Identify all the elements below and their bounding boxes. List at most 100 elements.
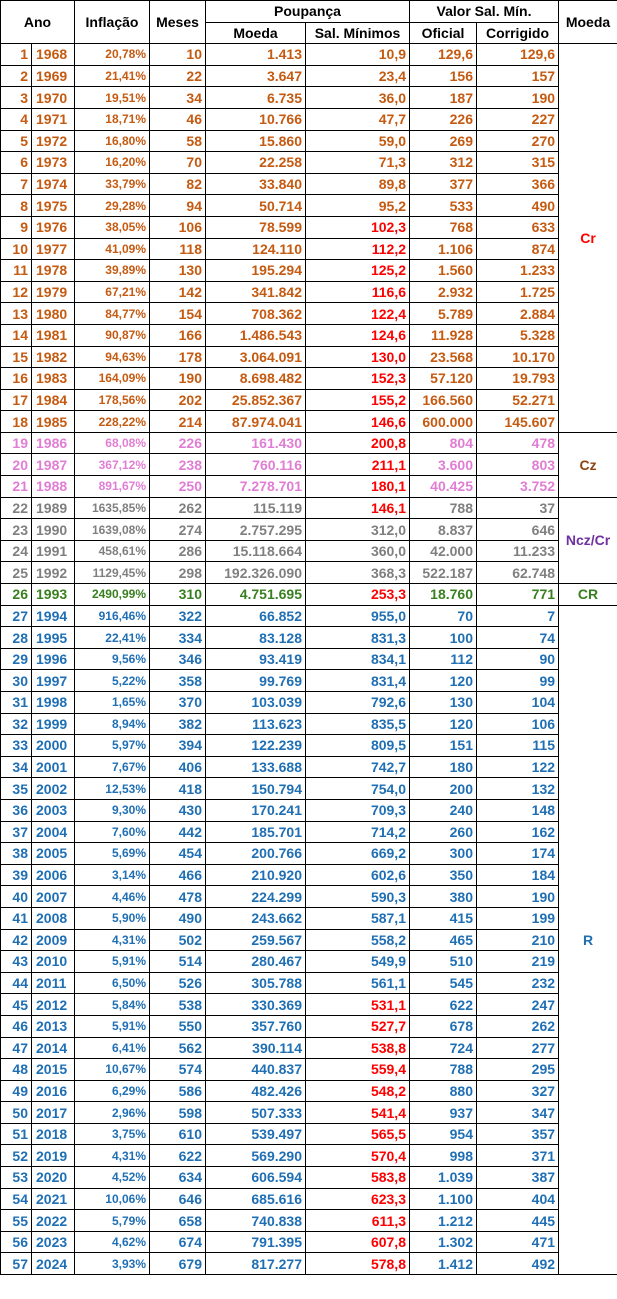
row-number: 51 [0,1122,32,1146]
corrected-wage-cell: 347 [475,1101,560,1124]
inflation-cell: 5,91% [74,950,150,973]
row-number: 42 [0,928,32,952]
savings-value-cell: 185.701 [205,820,306,844]
table-row: 57 2024 3,93% 679 817.277 578,8 1.412 492 [0,1252,617,1276]
savings-value-cell: 124.110 [205,237,306,261]
row-number: 12 [0,280,32,304]
savings-value-cell: 280.467 [205,950,306,973]
official-wage-cell: 533 [409,194,477,217]
table-row: 55 2022 5,79% 658 740.838 611,3 1.212 445 [0,1209,617,1232]
row-number: 36 [0,798,32,822]
savings-value-cell: 8.698.482 [205,367,306,390]
year-cell: 2003 [31,798,75,822]
year-cell: 1970 [31,86,75,109]
official-wage-cell: 600.000 [409,410,477,433]
table-row: 11 1978 39,89% 130 195.294 125,2 1.560 1.233 [0,259,617,282]
months-cell: 430 [149,798,206,822]
table-row: 43 2010 5,91% 514 280.467 549,9 510 219 [0,950,617,973]
table-row: 20 1987 367,12% 238 760.116 211,1 3.600 803 [0,453,617,477]
savings-value-cell: 390.114 [205,1036,306,1060]
savings-min-wages-cell: 23,4 [305,64,410,88]
corrected-wage-cell: 1.233 [475,259,560,282]
row-number: 45 [0,993,32,1016]
savings-min-wages-cell: 590,3 [305,885,410,908]
savings-value-cell: 113.623 [205,712,306,736]
savings-min-wages-cell: 527,7 [305,1014,410,1038]
row-number: 40 [0,885,32,908]
months-cell: 154 [149,302,206,325]
year-cell: 2016 [31,1079,75,1103]
savings-min-wages-cell: 549,9 [305,950,410,973]
year-cell: 2000 [31,734,75,757]
currency-label: Cr [558,43,617,433]
savings-value-cell: 133.688 [205,755,306,779]
inflation-cell: 164,09% [74,367,150,390]
savings-min-wages-cell: 47,7 [305,107,410,131]
year-cell: 1994 [31,604,75,628]
corrected-wage-cell: 247 [475,993,560,1016]
corrected-wage-cell: 366 [475,172,560,196]
corrected-wage-cell: 471 [475,1230,560,1254]
row-number: 21 [0,475,32,498]
savings-min-wages-cell: 130,0 [305,345,410,369]
savings-value-cell: 243.662 [205,906,306,930]
year-cell: 1971 [31,107,75,131]
year-cell: 1991 [31,539,75,563]
year-cell: 1974 [31,172,75,196]
corrected-wage-cell: 129,6 [475,43,560,66]
savings-min-wages-cell: 180,1 [305,475,410,498]
savings-value-cell: 50.714 [205,194,306,217]
savings-value-cell: 482.426 [205,1079,306,1103]
savings-value-cell: 3.647 [205,64,306,88]
row-number: 6 [0,151,32,174]
table-row: 41 2008 5,90% 490 243.662 587,1 415 199 [0,906,617,930]
official-wage-cell: 1.302 [409,1230,477,1254]
official-wage-cell: 880 [409,1079,477,1103]
months-cell: 298 [149,561,206,585]
months-cell: 118 [149,237,206,261]
table-row: 1 1968 20,78% 10 1.413 10,9 129,6 129,6 Cr [0,43,617,433]
table-row: 22 1989 1635,85% 262 115.119 146,1 788 37 Ncz/Cr [0,496,617,585]
header-ano: Ano [0,0,75,45]
year-cell: 2018 [31,1122,75,1146]
year-cell: 1972 [31,129,75,153]
savings-value-cell: 150.794 [205,777,306,800]
table-row: 31 1998 1,65% 370 103.039 792,6 130 104 [0,691,617,714]
official-wage-cell: 724 [409,1036,477,1060]
months-cell: 286 [149,539,206,563]
savings-value-cell: 330.369 [205,993,306,1016]
corrected-wage-cell: 445 [475,1209,560,1232]
official-wage-cell: 8.837 [409,518,477,541]
official-wage-cell: 42.000 [409,539,477,563]
table-row: 51 2018 3,75% 610 539.497 565,5 954 357 [0,1122,617,1146]
official-wage-cell: 788 [409,496,477,520]
table-row: 18 1985 228,22% 214 87.974.041 146,6 600.000 14… [0,410,617,433]
year-cell: 2014 [31,1036,75,1060]
savings-value-cell: 539.497 [205,1122,306,1146]
corrected-wage-cell: 371 [475,1144,560,1168]
corrected-wage-cell: 115 [475,734,560,757]
savings-value-cell: 66.852 [205,604,306,628]
year-cell: 1992 [31,561,75,585]
corrected-wage-cell: 19.793 [475,367,560,390]
corrected-wage-cell: 295 [475,1058,560,1081]
official-wage-cell: 120 [409,669,477,692]
corrected-wage-cell: 7 [475,604,560,628]
row-number: 2 [0,64,32,88]
year-cell: 1984 [31,388,75,412]
row-number: 48 [0,1058,32,1081]
official-wage-cell: 1.560 [409,259,477,282]
months-cell: 262 [149,496,206,520]
inflation-cell: 178,56% [74,388,150,412]
inflation-cell: 19,51% [74,86,150,109]
row-number: 55 [0,1209,32,1232]
savings-value-cell: 817.277 [205,1252,306,1276]
year-cell: 2004 [31,820,75,844]
months-cell: 658 [149,1209,206,1232]
corrected-wage-cell: 190 [475,86,560,109]
header-inflacao: Inflação [74,0,150,45]
year-cell: 1998 [31,691,75,714]
official-wage-cell: 11.928 [409,323,477,347]
corrected-wage-cell: 262 [475,1014,560,1038]
